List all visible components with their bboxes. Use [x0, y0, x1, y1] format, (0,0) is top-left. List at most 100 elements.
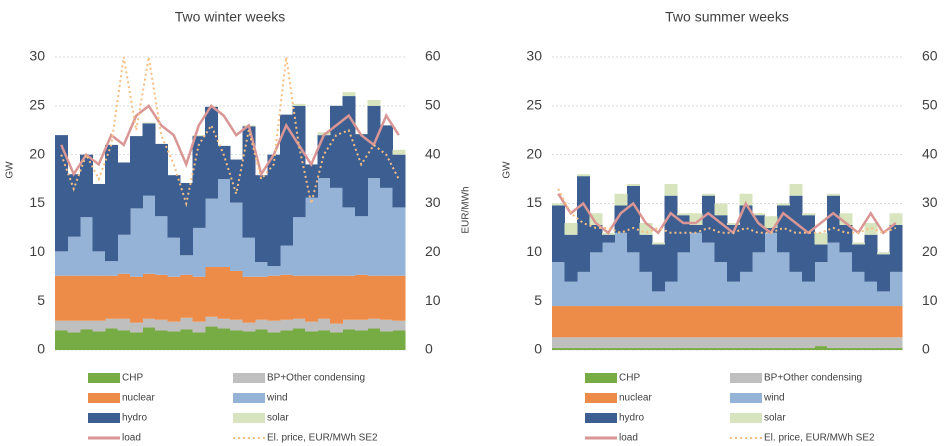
bar-segment	[602, 348, 615, 350]
legend-label: solar	[267, 413, 289, 424]
bar-segment	[814, 244, 828, 263]
bar-segment	[827, 348, 840, 350]
bar-segment	[689, 213, 703, 225]
bar-segment	[130, 332, 143, 350]
legend-swatch	[730, 393, 762, 403]
y-tick-label: 15	[29, 194, 45, 210]
bar-segment	[602, 306, 615, 338]
bar-segment	[564, 337, 578, 349]
bar-segment	[789, 348, 803, 350]
bar-segment	[664, 348, 678, 350]
bar-segment	[392, 154, 406, 208]
bar-segment	[380, 331, 393, 350]
bar-segment	[255, 319, 268, 330]
bar-segment	[355, 216, 368, 275]
legend-label: BP+Other condensing	[267, 373, 365, 384]
bar-segment	[677, 348, 690, 350]
bar-segment	[92, 183, 106, 252]
y-tick-label: 30	[526, 48, 542, 64]
bar-segment	[267, 275, 281, 321]
bar-segment	[367, 328, 381, 350]
bar-segment	[92, 275, 106, 321]
bar-segment	[752, 348, 765, 350]
bar-segment	[839, 348, 853, 350]
bar-segment	[342, 319, 356, 330]
bar-segment	[80, 154, 93, 218]
legend-label: El. price, EUR/MWh SE2	[267, 433, 378, 444]
bar-segment	[689, 306, 703, 338]
bar-segment	[230, 330, 243, 350]
y-tick-label: 25	[29, 97, 45, 113]
y2-tick-label: 0	[425, 341, 433, 357]
bar-segment	[814, 306, 828, 338]
y2-tick-label: 50	[425, 97, 441, 113]
bar-segment	[627, 183, 640, 186]
bar-segment	[80, 275, 93, 321]
bar-segment	[752, 252, 765, 307]
y2-tick-label: 40	[425, 145, 441, 161]
y-tick-label: 20	[29, 145, 45, 161]
bar-segment	[714, 203, 728, 216]
line-series	[557, 193, 897, 235]
bar-segment	[839, 337, 853, 349]
bar-segment	[342, 207, 356, 276]
bar-segment	[614, 232, 628, 307]
bar-segment	[317, 275, 331, 319]
bar-segment	[827, 195, 840, 243]
bar-segment	[552, 306, 565, 338]
bar-segment	[142, 195, 156, 274]
legend-swatch	[233, 413, 265, 423]
bar-segment	[777, 203, 790, 206]
bar-segment	[702, 242, 715, 307]
bar-segment	[117, 318, 131, 331]
bar-segment	[292, 328, 306, 350]
bar-segment	[652, 348, 665, 350]
bar-segment	[589, 252, 603, 307]
bar-segment	[739, 205, 753, 272]
bar-segment	[602, 234, 615, 243]
bar-segment	[205, 106, 218, 199]
legend-swatch	[88, 373, 120, 383]
bar-segment	[789, 337, 803, 349]
y2-tick-label: 30	[922, 194, 938, 210]
bar-segment	[67, 320, 81, 333]
bar-segment	[802, 215, 815, 282]
y2-tick-label: 10	[922, 292, 938, 308]
bar-segment	[192, 332, 206, 350]
legend-label: solar	[764, 413, 786, 424]
bar-segment	[167, 237, 181, 277]
bar-segment	[739, 271, 753, 307]
bar-segment	[877, 337, 890, 349]
bar-segment	[714, 262, 728, 307]
bar-segment	[852, 244, 865, 272]
bar-segment	[727, 224, 740, 282]
bar-segment	[777, 337, 790, 349]
y2-tick-label: 20	[922, 243, 938, 259]
bar-segment	[192, 321, 206, 333]
bar-segment	[280, 319, 293, 331]
bar-segment	[67, 236, 81, 276]
bar-segment	[392, 330, 406, 350]
bar-segment	[889, 271, 903, 307]
bar-segment	[864, 234, 878, 282]
bar-segment	[639, 348, 653, 350]
bar-segment	[205, 326, 218, 350]
bar-segment	[802, 348, 815, 350]
bar-segment	[317, 318, 331, 331]
bar-segment	[577, 348, 590, 350]
bar-segment	[827, 193, 840, 196]
bar-segment	[702, 195, 715, 243]
bar-segment	[602, 242, 615, 307]
bar-segment	[764, 337, 778, 349]
bar-segment	[167, 321, 181, 332]
bar-segment	[280, 114, 293, 246]
bar-segment	[677, 306, 690, 338]
bar-segment	[639, 271, 653, 307]
bar-segment	[777, 252, 790, 307]
legend-swatch	[730, 373, 762, 383]
bar-segment	[255, 175, 268, 263]
bar-segment	[802, 306, 815, 338]
bar-segment	[577, 176, 590, 272]
bar-segment	[367, 178, 381, 276]
